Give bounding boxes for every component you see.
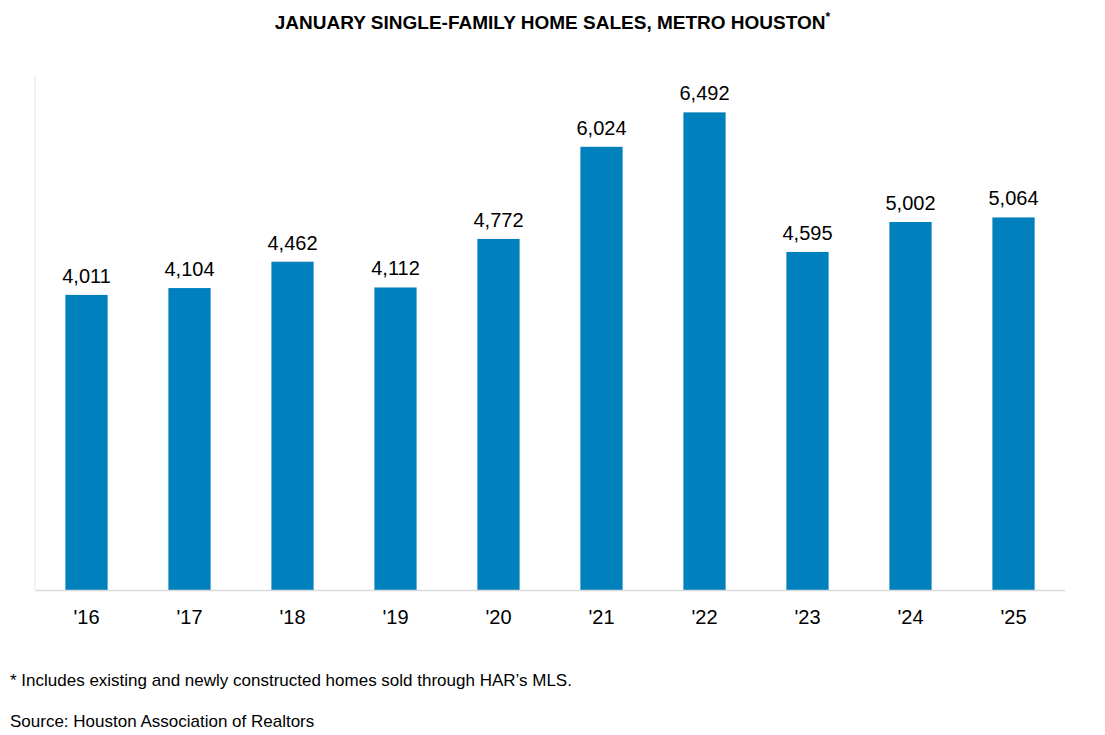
x-tick-label: '19 — [382, 606, 408, 628]
bar — [683, 112, 725, 590]
data-label: 6,492 — [679, 82, 729, 104]
x-tick: '19 — [382, 606, 408, 628]
x-tick-label: '22 — [691, 606, 717, 628]
data-label: 6,024 — [576, 117, 626, 139]
bar — [374, 287, 416, 590]
x-tick: '21 — [588, 606, 614, 628]
x-tick-label: '20 — [485, 606, 511, 628]
chart: JANUARY SINGLE-FAMILY HOME SALES, METRO … — [0, 0, 1105, 735]
bar — [271, 262, 313, 590]
x-tick: '16 — [73, 606, 99, 628]
data-labels: 4,011 4,104 4,462 4,112 4,772 6,024 6,492 4,595… — [62, 82, 1038, 287]
bar — [168, 288, 210, 590]
x-tick-label: '25 — [1000, 606, 1026, 628]
x-axis-line — [36, 590, 1066, 592]
data-label: 5,002 — [885, 192, 935, 214]
data-label: 4,011 — [62, 265, 111, 287]
data-label: 4,772 — [473, 209, 523, 231]
data-label: 4,112 — [371, 257, 420, 279]
data-label: 4,104 — [164, 258, 214, 280]
x-tick: '24 — [897, 606, 923, 628]
x-tick: '22 — [691, 606, 717, 628]
x-tick: '20 — [485, 606, 511, 628]
x-tick-label: '16 — [73, 606, 99, 628]
x-tick: '23 — [794, 606, 820, 628]
x-tick-label: '18 — [279, 606, 305, 628]
bar — [477, 239, 519, 590]
data-label: 4,595 — [782, 222, 832, 244]
x-tick-label: '24 — [897, 606, 923, 628]
x-tick: '17 — [176, 606, 202, 628]
footnote: * Includes existing and newly constructe… — [10, 671, 572, 690]
footnote: Source: Houston Association of Realtors — [10, 712, 314, 731]
data-label: 4,462 — [267, 232, 317, 254]
x-tick-label: '23 — [794, 606, 820, 628]
bars — [65, 112, 1034, 590]
x-tick-label: '21 — [588, 606, 614, 628]
y-range-line — [35, 75, 36, 590]
bar — [580, 147, 622, 590]
x-tick-label: '17 — [176, 606, 202, 628]
bar — [992, 217, 1034, 590]
bar — [889, 222, 931, 590]
x-tick: '25 — [1000, 606, 1026, 628]
data-label: 5,064 — [988, 187, 1038, 209]
x-tick: '18 — [279, 606, 305, 628]
bar — [65, 295, 107, 590]
x-axis: '16 '17 '18 '19 '20 '21 '22 '23 '24 '25 — [36, 591, 1066, 629]
bar — [786, 252, 828, 590]
title: JANUARY SINGLE-FAMILY HOME SALES, METRO … — [275, 10, 831, 33]
